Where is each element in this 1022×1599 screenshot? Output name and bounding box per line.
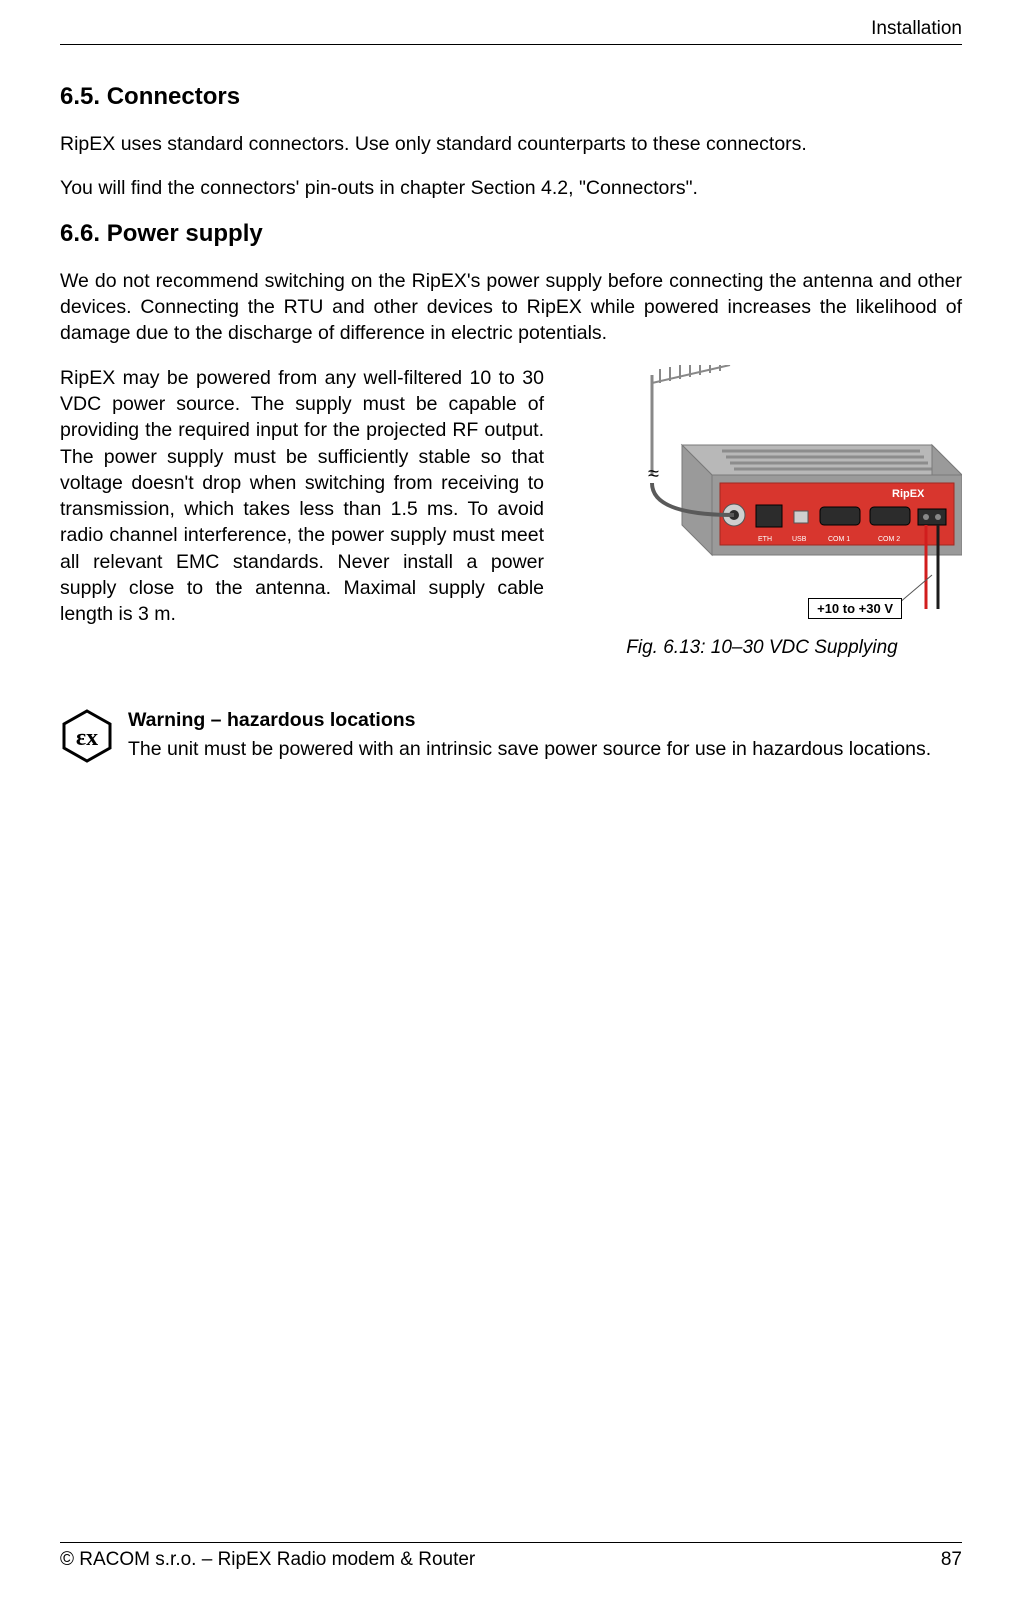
tilde-mark: ≈ xyxy=(648,463,659,485)
warning-title: Warning – hazardous locations xyxy=(128,709,931,732)
figure-caption: Fig. 6.13: 10–30 VDC Supplying xyxy=(562,637,962,659)
voltage-label: +10 to +30 V xyxy=(808,598,902,619)
section-heading-6-6: 6.6. Power supply xyxy=(60,220,962,248)
page-header: Installation xyxy=(60,0,962,45)
svg-text:COM 1: COM 1 xyxy=(828,536,850,543)
device-illustration: ≈ xyxy=(562,365,962,625)
page-content: 6.5. Connectors RipEX uses standard conn… xyxy=(60,45,962,763)
paragraph: You will find the connectors' pin-outs i… xyxy=(60,175,962,201)
warning-body: The unit must be powered with an intrins… xyxy=(128,736,931,762)
footer-copyright: © RACOM s.r.o. – RipEX Radio modem & Rou… xyxy=(60,1549,475,1571)
paragraph: RipEX uses standard connectors. Use only… xyxy=(60,131,962,157)
page-footer: © RACOM s.r.o. – RipEX Radio modem & Rou… xyxy=(60,1542,962,1571)
svg-text:COM 2: COM 2 xyxy=(878,536,900,543)
svg-text:εx: εx xyxy=(76,725,98,751)
ex-hazard-icon: εx xyxy=(60,709,114,763)
paragraph: We do not recommend switching on the Rip… xyxy=(60,268,962,347)
device-label: RipEX xyxy=(892,488,925,500)
section-heading-6-5: 6.5. Connectors xyxy=(60,83,962,111)
warning-block: εx Warning – hazardous locations The uni… xyxy=(60,709,962,763)
svg-text:ETH: ETH xyxy=(758,536,772,543)
footer-page-number: 87 xyxy=(941,1549,962,1571)
svg-text:USB: USB xyxy=(792,536,807,543)
chapter-title: Installation xyxy=(871,18,962,39)
paragraph: RipEX may be powered from any well-filte… xyxy=(60,365,544,628)
figure-6-13: ≈ xyxy=(562,365,962,625)
